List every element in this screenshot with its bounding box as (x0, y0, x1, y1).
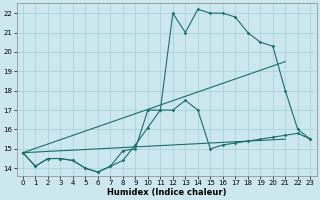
X-axis label: Humidex (Indice chaleur): Humidex (Indice chaleur) (107, 188, 226, 197)
